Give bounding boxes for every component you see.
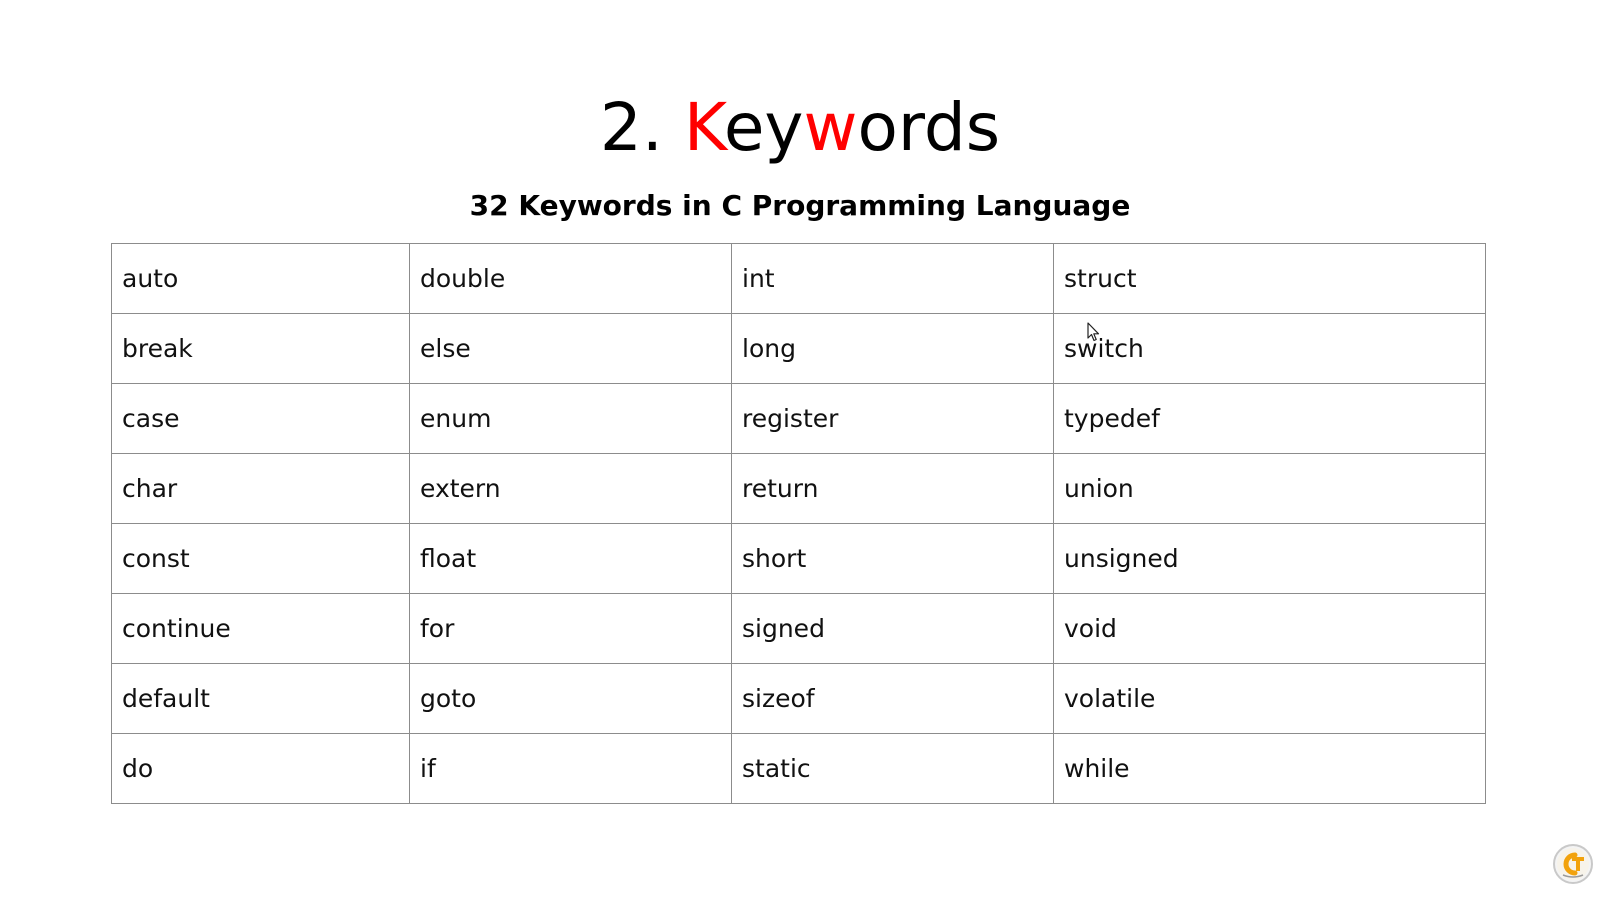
table-row: do if static while <box>111 733 1486 804</box>
keyword-cell: int <box>731 243 1054 314</box>
keyword-cell: while <box>1053 733 1486 804</box>
keyword-cell: short <box>731 523 1054 594</box>
table-row: default goto sizeof volatile <box>111 663 1486 734</box>
table-row: break else long switch <box>111 313 1486 384</box>
keyword-cell: union <box>1053 453 1486 524</box>
keyword-cell: register <box>731 383 1054 454</box>
keyword-cell: break <box>111 313 410 384</box>
keyword-cell: case <box>111 383 410 454</box>
keyword-cell: do <box>111 733 410 804</box>
title-letter-k: K <box>683 89 724 166</box>
table-row: continue for signed void <box>111 593 1486 664</box>
table-row: case enum register typedef <box>111 383 1486 454</box>
title-letter-w: w <box>803 89 858 166</box>
keyword-cell: const <box>111 523 410 594</box>
keyword-cell: if <box>409 733 732 804</box>
keyword-cell: float <box>409 523 732 594</box>
keyword-cell: unsigned <box>1053 523 1486 594</box>
keyword-cell: return <box>731 453 1054 524</box>
keyword-cell: char <box>111 453 410 524</box>
keyword-cell: for <box>409 593 732 664</box>
title-part-ords: ords <box>857 89 1001 166</box>
keyword-cell: sizeof <box>731 663 1054 734</box>
keyword-cell: goto <box>409 663 732 734</box>
title-part-ey: ey <box>723 89 804 166</box>
table-row: auto double int struct <box>111 243 1486 314</box>
title-prefix: 2. <box>599 89 684 166</box>
keyword-cell: typedef <box>1053 383 1486 454</box>
keyword-cell: extern <box>409 453 732 524</box>
slide-subtitle: 32 Keywords in C Programming Language <box>469 189 1131 222</box>
slide-title: 2. Keywords <box>0 86 1600 170</box>
keyword-cell: double <box>409 243 732 314</box>
keyword-cell: enum <box>409 383 732 454</box>
keyword-cell: continue <box>111 593 410 664</box>
keyword-cell: switch <box>1053 313 1486 384</box>
channel-logo-icon <box>1553 844 1593 884</box>
keyword-cell: void <box>1053 593 1486 664</box>
keyword-cell: static <box>731 733 1054 804</box>
keyword-cell: signed <box>731 593 1054 664</box>
table-row: const float short unsigned <box>111 523 1486 594</box>
keyword-cell: long <box>731 313 1054 384</box>
keyword-cell: else <box>409 313 732 384</box>
mouse-pointer-icon <box>1087 322 1100 342</box>
keyword-cell: struct <box>1053 243 1486 314</box>
keyword-cell: auto <box>111 243 410 314</box>
table-row: char extern return union <box>111 453 1486 524</box>
keyword-cell: default <box>111 663 410 734</box>
keyword-cell: volatile <box>1053 663 1486 734</box>
keywords-table: auto double int struct break else long s… <box>111 243 1486 804</box>
